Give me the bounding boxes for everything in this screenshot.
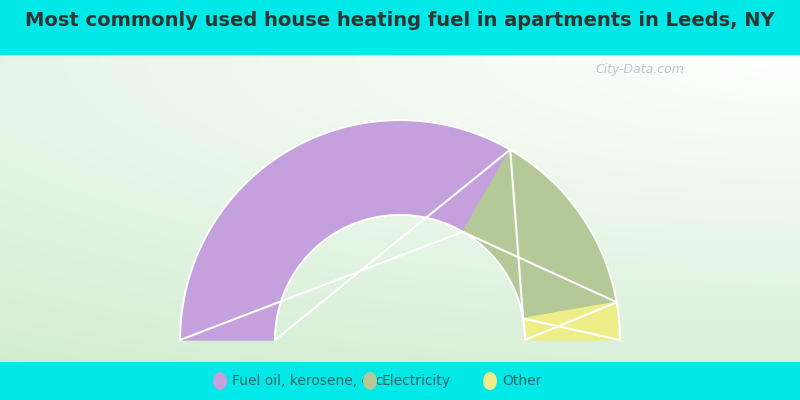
Text: City-Data.com: City-Data.com <box>595 64 685 76</box>
Text: Other: Other <box>502 374 542 388</box>
Polygon shape <box>180 120 510 340</box>
Bar <box>0 362 800 400</box>
Text: Fuel oil, kerosene, etc.: Fuel oil, kerosene, etc. <box>232 374 387 388</box>
Bar <box>0 0 800 45</box>
Ellipse shape <box>363 372 377 390</box>
Polygon shape <box>523 302 620 340</box>
Ellipse shape <box>213 372 227 390</box>
Polygon shape <box>462 150 617 318</box>
Ellipse shape <box>483 372 497 390</box>
Text: Most commonly used house heating fuel in apartments in Leeds, NY: Most commonly used house heating fuel in… <box>25 12 775 30</box>
Text: Electricity: Electricity <box>382 374 451 388</box>
